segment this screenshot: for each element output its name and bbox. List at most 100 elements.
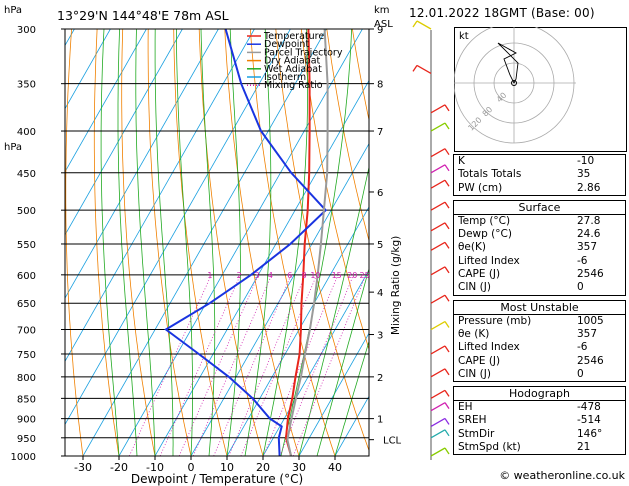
most-unstable-box: Most Unstable Pressure (mb) 1005 θe (K) 357…: [453, 299, 626, 383]
stat-row: CIN (J) 0: [454, 281, 625, 294]
wet-adiabat-line: [135, 29, 156, 456]
mixing-ratio-label: 10: [310, 271, 320, 280]
stat-value: -478: [577, 401, 601, 414]
mixing-ratio-line: [192, 274, 273, 456]
isotherm-line: [65, 29, 291, 426]
stat-row: CIN (J) 0: [454, 368, 625, 381]
stat-key: θe (K): [458, 327, 490, 340]
stat-key: θe(K): [458, 241, 486, 254]
pressure-tick-label: 1000: [11, 452, 36, 463]
asl-label: ASL: [374, 19, 393, 30]
stat-value: 0: [577, 367, 584, 380]
stat-row: Totals Totals 35: [454, 168, 625, 181]
wind-barb: [430, 201, 446, 211]
legend-label: Isotherm: [264, 72, 306, 83]
altitude-tick-label: 3: [377, 331, 383, 342]
hodograph-stats-title: Hodograph: [454, 387, 625, 402]
wind-barb: [430, 222, 446, 232]
isotherm-line: [65, 29, 111, 110]
stat-key: CAPE (J): [458, 354, 501, 367]
wind-barb: [430, 104, 446, 114]
wind-barb-flag: [444, 402, 450, 410]
mixing-ratio-label: 6: [287, 271, 292, 280]
pressure-tick-label: 400: [17, 127, 36, 138]
stat-value: 2546: [577, 354, 604, 367]
stat-row: PW (cm) 2.86: [454, 182, 625, 195]
altitude-tick-label: 9: [377, 25, 383, 36]
hodograph-stats-box: Hodograph EH -478 SREH -514 StmDir 146° StmSpd…: [453, 386, 626, 456]
wind-barb: [430, 368, 446, 378]
wind-barb: [430, 294, 446, 304]
stat-row: Lifted Index -6: [454, 341, 625, 354]
stat-value: -514: [577, 414, 601, 427]
wind-barb: [430, 389, 446, 399]
wet-adiabat-line: [176, 29, 194, 456]
wind-barb-flag: [412, 65, 418, 72]
stat-value: 357: [577, 241, 598, 254]
stat-key: Pressure (mb): [458, 314, 532, 327]
wind-barb: [430, 122, 446, 132]
wind-barb: [430, 164, 446, 174]
x-axis-label: Dewpoint / Temperature (°C): [131, 472, 303, 486]
stat-value: 2.86: [577, 181, 601, 194]
wet-adiabat-line: [154, 29, 174, 456]
wind-barb-flag: [444, 148, 450, 156]
wind-barb: [430, 429, 446, 439]
altitude-tick-label: 8: [377, 80, 383, 91]
stat-key: Temp (°C): [458, 214, 511, 227]
wind-barb: [430, 241, 446, 251]
wind-barb-flag: [444, 368, 450, 376]
temperature-tick-label: 30: [292, 461, 306, 474]
wind-barb-flag: [444, 201, 450, 209]
stat-row: EH -478: [454, 401, 625, 414]
wind-barb: [430, 417, 446, 427]
pressure-tick-label: 450: [17, 169, 36, 180]
stat-row: CAPE (J) 2546: [454, 355, 625, 368]
stat-key: Lifted Index: [458, 254, 520, 267]
isotherm-line: [65, 29, 147, 173]
isotherm-line: [118, 29, 363, 456]
y-axis-label: hPa: [4, 142, 22, 153]
wind-barb-flag: [444, 390, 450, 397]
temperature-tick-label: -30: [74, 461, 92, 474]
wet-adiabat-line: [244, 29, 272, 456]
stat-row: StmDir 146°: [454, 428, 625, 441]
stat-row: Temp (°C) 27.8: [454, 215, 625, 228]
temperature-tick-label: 10: [220, 461, 234, 474]
isotherm-line: [82, 29, 327, 456]
stat-row: Lifted Index -6: [454, 255, 625, 268]
isotherm-line: [65, 29, 255, 363]
stat-value: 24.6: [577, 228, 601, 241]
altitude-tick-label: 7: [377, 127, 383, 138]
wind-barb-flag: [444, 266, 450, 274]
stat-key: SREH: [458, 414, 487, 427]
wind-barb-flag: [444, 345, 450, 353]
stat-row: θe (K) 357: [454, 328, 625, 341]
surface-box: Surface Temp (°C) 27.8 Dewp (°C) 24.6 θe(K) 3…: [453, 199, 626, 296]
stat-row: θe(K) 357: [454, 241, 625, 254]
temperature-tick-label: 40: [328, 461, 342, 474]
wind-barb-flag: [444, 242, 450, 249]
wind-barb-flag: [444, 418, 450, 425]
stat-value: 2546: [577, 268, 604, 281]
chart-title: 13°29'N 144°48'E 78m ASL: [57, 8, 229, 23]
temperature-tick-label: 0: [188, 461, 195, 474]
wet-adiabat-line: [316, 267, 369, 456]
isotherm-line: [190, 142, 369, 456]
stat-value: 357: [577, 327, 598, 340]
stat-key: StmDir: [458, 427, 495, 440]
altitude-tick-label: 5: [377, 240, 383, 251]
surface-title: Surface: [454, 201, 625, 215]
dry-adiabat-line: [93, 29, 120, 456]
isotherm-line: [65, 29, 75, 47]
wind-barb-flag: [444, 122, 450, 130]
altitude-tick-label: 6: [377, 188, 383, 199]
isotherm-line: [65, 29, 183, 236]
wet-adiabat-line: [117, 29, 138, 456]
pressure-tick-label: 900: [17, 415, 36, 426]
dry-adiabat-line: [326, 29, 369, 243]
pressure-tick-label: 950: [17, 434, 36, 445]
mixing-ratio-label: 25: [360, 271, 370, 280]
temperature-tick-label: 20: [256, 461, 270, 474]
wind-barb: [416, 20, 432, 30]
